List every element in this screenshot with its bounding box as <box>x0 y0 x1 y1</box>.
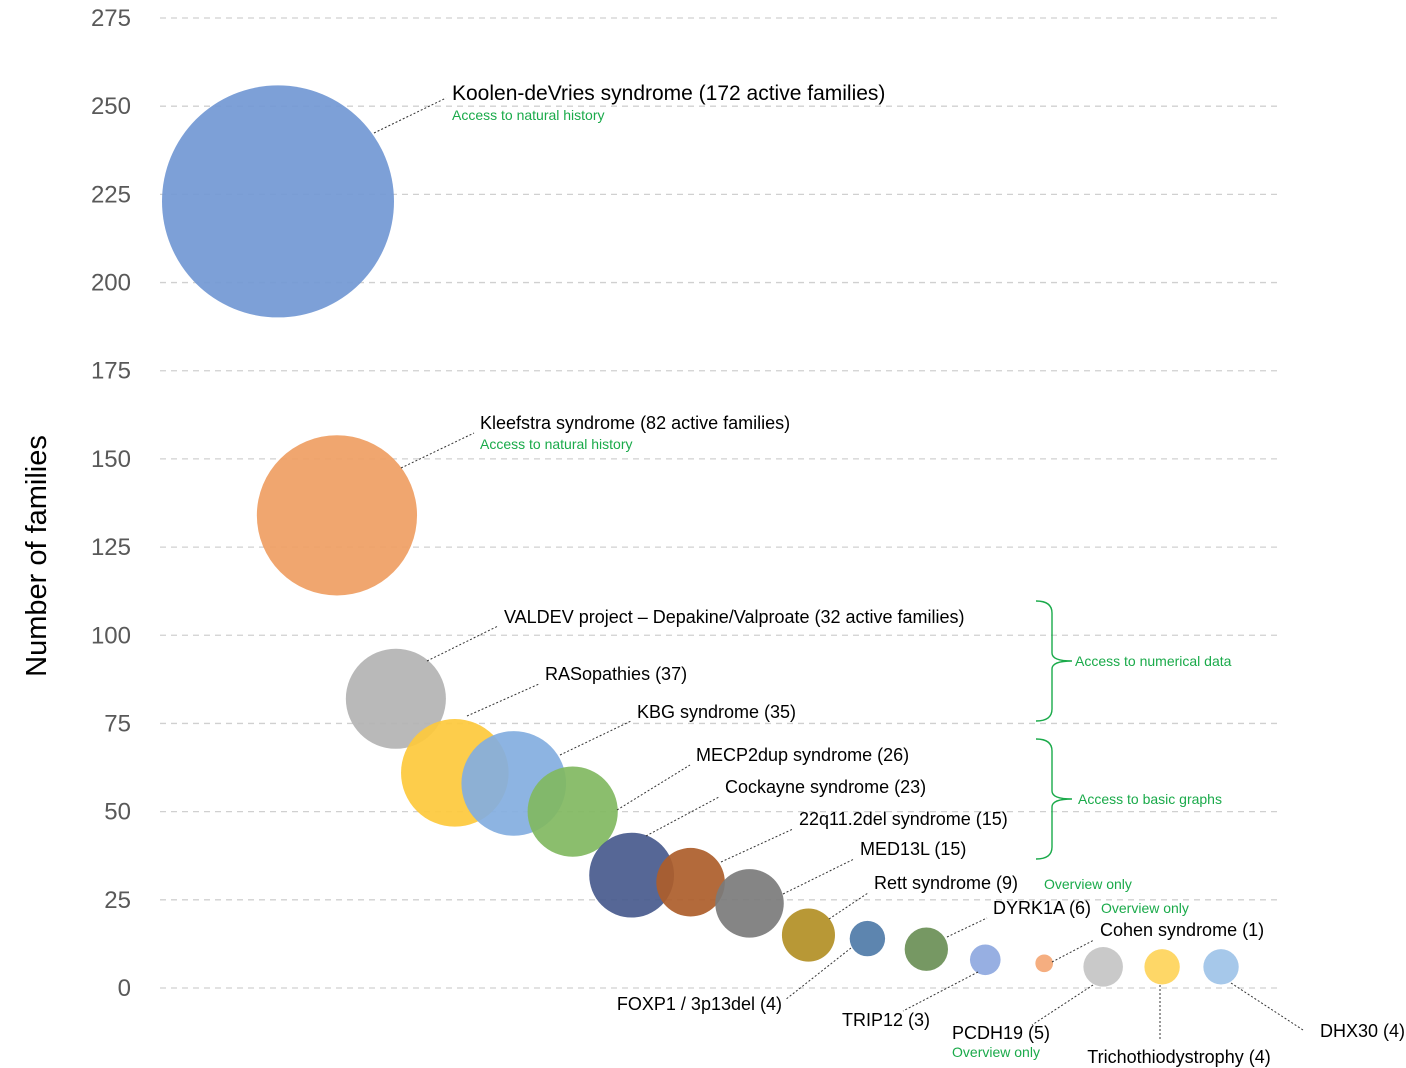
bubble-label: KBG syndrome (35) <box>637 702 796 722</box>
y-tick-label: 50 <box>104 799 131 826</box>
y-tick-label: 25 <box>104 887 131 914</box>
bubbles <box>162 85 1239 987</box>
bubble-label: Trichothiodystrophy (4) <box>1087 1047 1270 1067</box>
bubble-label: Cockayne syndrome (23) <box>725 777 926 797</box>
bracket-label: Access to numerical data <box>1075 653 1232 669</box>
y-tick-label: 100 <box>91 622 131 649</box>
y-tick-label: 75 <box>104 710 131 737</box>
y-axis-ticks: 0 25 50 75 100 125 150 175 200 225 250 275 <box>91 5 131 1002</box>
leader-line <box>466 683 540 717</box>
bracket <box>1035 600 1073 722</box>
leader-line <box>902 971 979 1012</box>
bubble-label: DYRK1A (6) <box>993 898 1091 918</box>
leader-line <box>828 892 869 920</box>
leader-line <box>559 720 632 756</box>
bubble-label: Cohen syndrome (1) <box>1100 920 1264 940</box>
leader-line <box>616 764 691 811</box>
bubble-label: Rett syndrome (9) <box>874 873 1018 893</box>
bubble-11 <box>849 920 886 957</box>
bubble-12 <box>904 927 949 971</box>
leader-line <box>1230 982 1304 1031</box>
leader-line <box>1031 984 1094 1026</box>
access-note: Overview only <box>1044 876 1132 892</box>
y-tick-label: 0 <box>118 975 131 1002</box>
bubble-7 <box>589 832 675 918</box>
bubble-label: MED13L (15) <box>860 839 966 859</box>
bubble-6 <box>527 766 618 857</box>
y-tick-label: 125 <box>91 534 131 561</box>
bubble-17 <box>1203 949 1239 985</box>
bubble-label: MECP2dup syndrome (26) <box>696 745 909 765</box>
bubble-label: PCDH19 (5) <box>952 1023 1050 1043</box>
bubble-labels: Koolen-deVries syndrome (172 active fami… <box>452 82 1405 1067</box>
access-note: Access to natural history <box>480 436 633 452</box>
bubble-label: RASopathies (37) <box>545 664 687 684</box>
bracket-label: Access to basic graphs <box>1078 791 1222 807</box>
bubble-14 <box>1035 954 1054 973</box>
bubble-label: Kleefstra syndrome (82 active families) <box>480 413 790 433</box>
bubble-label: 22q11.2del syndrome (15) <box>799 809 1008 829</box>
leader-line <box>400 432 475 469</box>
bubble-13 <box>969 944 1001 976</box>
bubble-label: DHX30 (4) <box>1320 1021 1405 1041</box>
y-axis-label: Number of families <box>21 435 53 677</box>
y-tick-label: 150 <box>91 446 131 473</box>
leader-line <box>645 796 720 837</box>
bubble-label: FOXP1 / 3p13del (4) <box>617 994 782 1014</box>
bubble-10 <box>781 908 835 962</box>
leader-line <box>373 97 447 134</box>
y-tick-label: 200 <box>91 270 131 297</box>
leader-line <box>720 828 794 863</box>
bubble-label: VALDEV project – Depakine/Valproate (32 … <box>504 607 965 627</box>
bubble-15 <box>1083 947 1123 987</box>
bubble-2 <box>256 435 418 596</box>
access-note: Overview only <box>1101 900 1189 916</box>
access-brackets: Access to numerical data Access to basic … <box>1035 600 1232 860</box>
bracket <box>1035 738 1073 860</box>
y-tick-label: 175 <box>91 358 131 385</box>
bubble-16 <box>1144 949 1180 985</box>
bubble-8 <box>656 847 725 917</box>
bubble-9 <box>715 869 784 938</box>
leader-line <box>426 625 499 662</box>
leader-line <box>946 917 988 938</box>
access-note: Overview only <box>952 1044 1040 1060</box>
bubble-3 <box>345 648 446 749</box>
leader-lines <box>373 97 1304 1041</box>
bubble-label: TRIP12 (3) <box>842 1010 930 1030</box>
leader-line <box>782 858 855 895</box>
y-tick-label: 250 <box>91 93 131 120</box>
y-tick-label: 275 <box>91 5 131 32</box>
access-note: Access to natural history <box>452 107 605 123</box>
y-tick-label: 225 <box>91 181 131 208</box>
bubble-1 <box>162 85 394 318</box>
bubble-label: Koolen-deVries syndrome (172 active fami… <box>452 82 885 105</box>
